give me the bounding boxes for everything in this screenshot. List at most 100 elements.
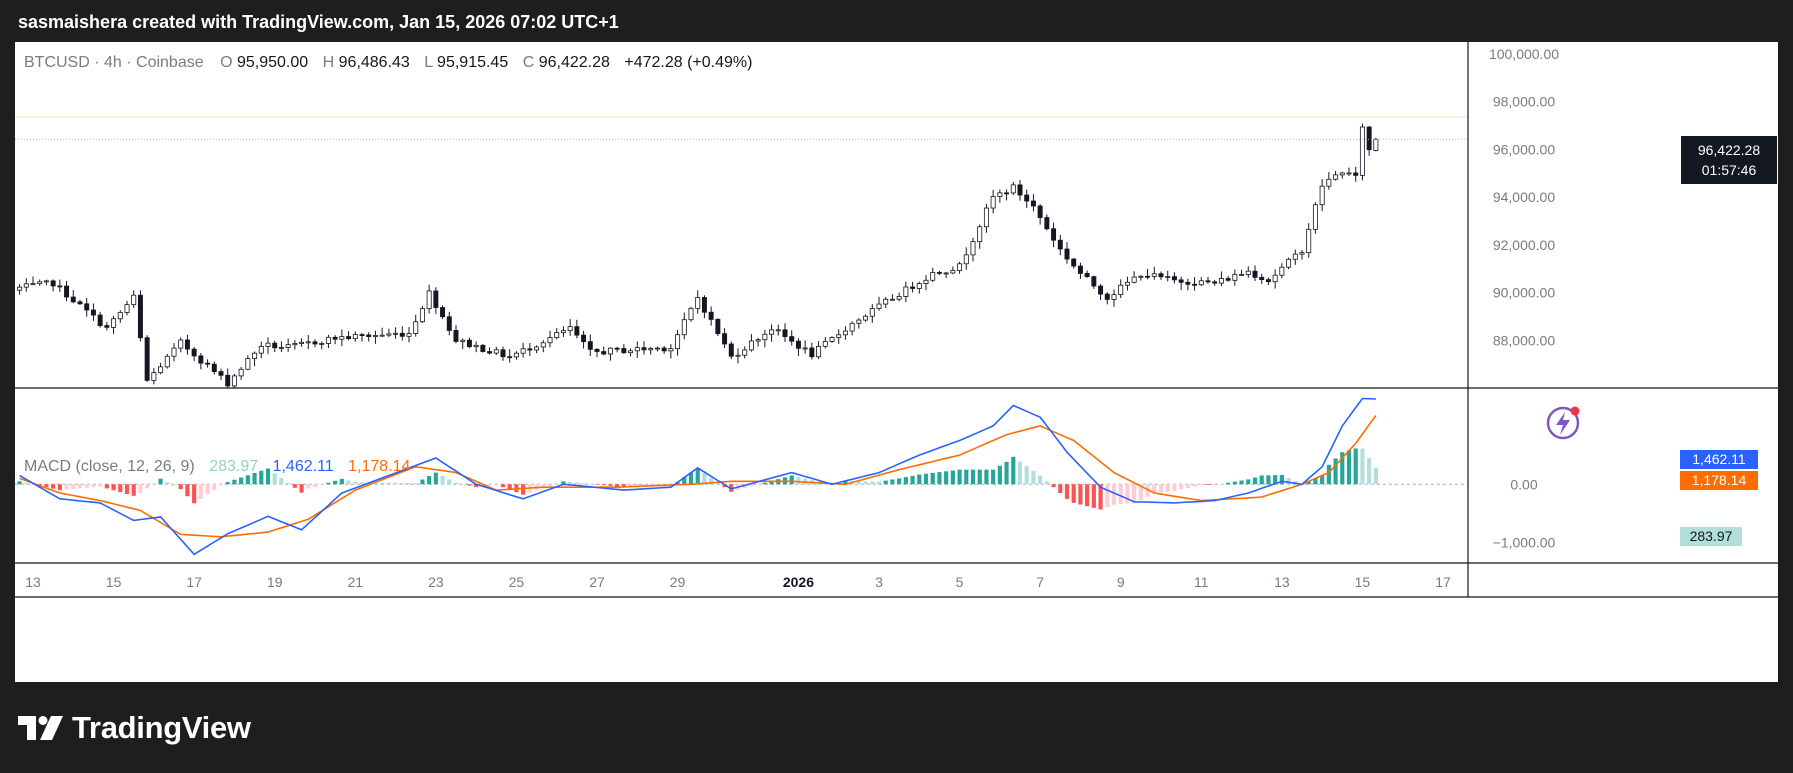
candle-down [480, 344, 486, 352]
macd-hist-bar [964, 469, 969, 485]
candle-down [1185, 281, 1191, 285]
candle-up [171, 347, 177, 357]
candle-down [641, 347, 647, 351]
macd-hist-bar [111, 484, 116, 491]
caption-text: sasmaishera created with TradingView.com… [18, 12, 619, 32]
candle-down [225, 374, 231, 387]
time-axis-tick-label: 17 [1435, 574, 1451, 590]
candle-up [628, 350, 634, 354]
macd-hist-bar [1219, 483, 1224, 485]
candle-down [366, 334, 372, 338]
macd-hist-bar [359, 482, 365, 485]
candle-down [1098, 285, 1104, 295]
macd-hist-bar [1246, 479, 1251, 485]
macd-hist-bar [923, 473, 929, 485]
macd-hist-bar [588, 483, 593, 485]
macd-hist-bar [1051, 484, 1056, 488]
macd-hist-bar [1125, 484, 1130, 504]
candle-up [977, 226, 983, 243]
macd-hist-bar [312, 484, 318, 487]
candle-up [1359, 126, 1365, 176]
candle-up [258, 346, 264, 354]
macd-hist-bar [1279, 474, 1284, 485]
time-axis-tick-label: 2026 [783, 574, 814, 590]
candle-down [601, 351, 607, 355]
price-axis-tick-label: 92,000.00 [1493, 237, 1555, 253]
time-axis-tick-label: 13 [25, 574, 41, 590]
macd-hist-bar [1085, 484, 1090, 507]
macd-hist-bar [218, 484, 224, 486]
macd-hist-bar [937, 472, 942, 485]
macd-hist-bar [957, 469, 962, 485]
price-axis-tick-label: 96,000.00 [1493, 141, 1555, 157]
macd-hist-bar [1145, 484, 1150, 497]
candle-down [594, 348, 600, 352]
macd-hist-bar [299, 484, 304, 493]
macd-hist-bar [997, 465, 1002, 485]
macd-hist-bar [1031, 470, 1036, 485]
legend-c-label: C [523, 54, 535, 71]
candle-up [534, 346, 540, 351]
candle-down [440, 307, 446, 318]
macd-hist-bar [151, 483, 156, 485]
candle-up [554, 332, 560, 338]
candle-up [238, 368, 244, 377]
candle-down [1252, 270, 1258, 278]
candle-up [124, 304, 130, 313]
candle-down [708, 311, 714, 320]
candle-up [151, 372, 157, 381]
candle-down [1084, 273, 1090, 278]
macd-hist-bar [104, 484, 109, 489]
candle-up [675, 334, 681, 350]
candle-down [507, 356, 513, 359]
macd-hist-bar [1326, 464, 1331, 485]
candle-up [755, 339, 761, 342]
macd-pane[interactable] [15, 397, 1468, 556]
macd-hist-bar [1205, 484, 1211, 486]
macd-hist-bar [601, 484, 606, 486]
candle-up [1124, 281, 1130, 286]
macd-hist-bar [1199, 484, 1204, 486]
candle-down [1104, 293, 1110, 300]
macd-hist-bar [1313, 478, 1318, 485]
candle-down [84, 303, 90, 311]
chart-frame[interactable]: 100,000.00 98,000.00 96,000.00 94,000.00 92,… [15, 42, 1778, 682]
macd-hist-bar [1038, 475, 1043, 485]
brand-wordmark: TradingView [72, 710, 251, 745]
candle-up [957, 263, 963, 271]
candle-up [299, 341, 305, 344]
candle-down [722, 333, 728, 345]
candle-up [1218, 278, 1224, 284]
macd-hist-bar [702, 473, 707, 485]
macd-hist-bar [494, 484, 499, 485]
candle-down [1077, 265, 1083, 274]
chart-canvas[interactable]: 100,000.00 98,000.00 96,000.00 94,000.00 92,… [15, 42, 1778, 682]
candle-down [500, 349, 506, 358]
candle-down [50, 280, 56, 287]
lightning-badge-icon[interactable] [1546, 406, 1580, 440]
candle-down [715, 319, 721, 335]
macd-hist-bar [890, 479, 895, 485]
svg-text:MACD (close, 12, 26, 9): MACD (close, 12, 26, 9) 283.97 1,462.11 … [24, 458, 411, 475]
macd-hist-bar [453, 482, 459, 485]
macd-hist-bar [467, 484, 472, 486]
candle-down [1037, 205, 1043, 218]
time-axis-tick-label: 27 [589, 574, 605, 590]
candle-up [1319, 185, 1325, 206]
macd-hist-bar [98, 484, 103, 487]
last-price-label-bg [1681, 136, 1777, 184]
candle-up [1346, 172, 1352, 175]
macd-hist-bar [1353, 448, 1358, 485]
macd-hist-bar [17, 481, 22, 485]
candle-down [1024, 194, 1030, 202]
candle-up [668, 348, 674, 352]
macd-hist-bar [279, 478, 284, 485]
candle-down [184, 339, 190, 350]
price-pane[interactable] [15, 116, 1468, 388]
hist-value-label-bg [1680, 527, 1742, 546]
candle-up [131, 294, 137, 306]
candle-down [487, 351, 493, 354]
candle-up [654, 347, 660, 350]
candle-down [359, 334, 365, 336]
candle-up [695, 297, 701, 309]
